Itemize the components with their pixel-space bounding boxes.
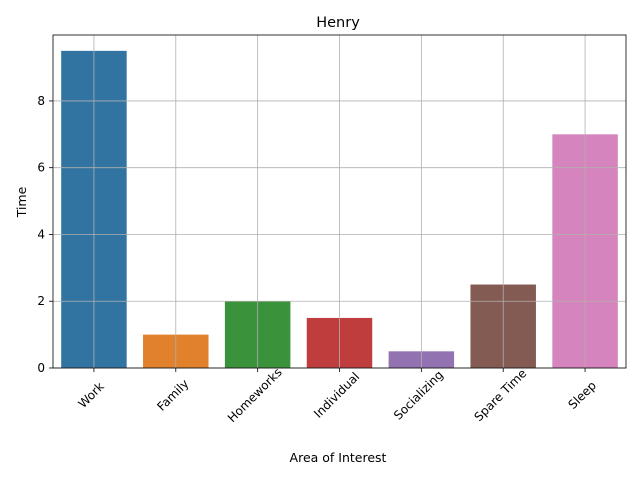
y-tick-label: 4 xyxy=(37,227,45,241)
chart-title: Henry xyxy=(316,15,360,31)
x-tick-label: Individual xyxy=(311,370,362,421)
x-tick-label: Work xyxy=(75,379,106,410)
grid-lines xyxy=(53,35,626,369)
x-tick-label: Spare Time xyxy=(471,366,529,424)
x-axis-label: Area of Interest xyxy=(290,450,387,465)
y-tick-label: 0 xyxy=(37,361,45,375)
y-tick-label: 2 xyxy=(37,294,45,308)
y-ticks: 0 2 4 6 8 xyxy=(37,94,53,375)
x-tick-label: Sleep xyxy=(566,378,599,411)
y-tick-label: 8 xyxy=(37,94,45,108)
x-tick-label: Socializing xyxy=(391,368,446,423)
plot-frame xyxy=(52,34,627,369)
y-axis-label: Time xyxy=(14,186,29,218)
x-tick-label: Family xyxy=(154,377,191,414)
x-tick-label: Homeworks xyxy=(225,365,285,425)
x-ticks: Work Family Homeworks Individual Socializing… xyxy=(75,365,599,425)
y-tick-label: 6 xyxy=(37,161,45,175)
